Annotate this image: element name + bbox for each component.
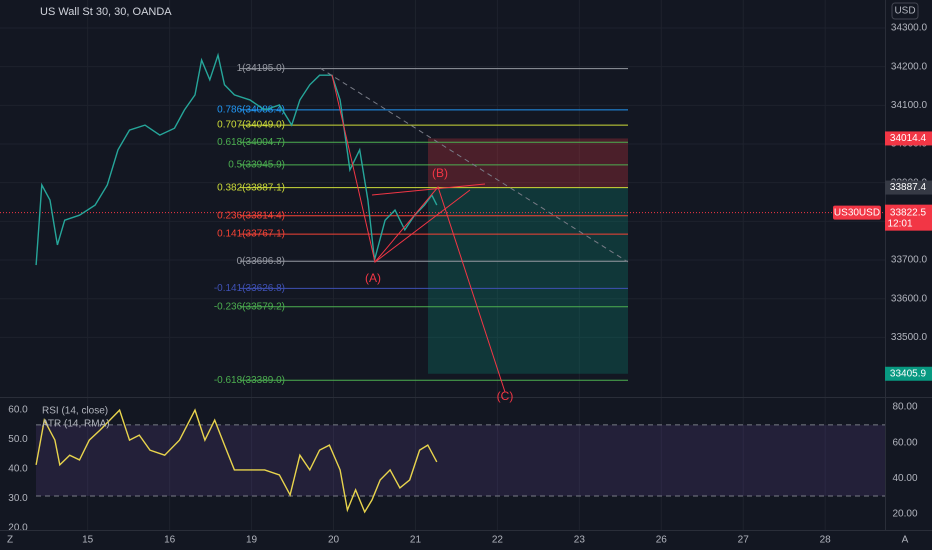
y2-tick-label: 40.00 (892, 473, 917, 484)
series-line (35, 408, 438, 514)
symbol-tag (833, 205, 881, 220)
footer-icon[interactable]: A (902, 535, 909, 546)
series-line (35, 52, 438, 266)
x-tick-label: 21 (410, 535, 422, 546)
last-price-tag (885, 204, 932, 231)
price-tag-label: 34014.4 (890, 133, 927, 144)
symbol-title: US Wall St 30, 30, OANDA (40, 6, 172, 18)
fib-label: 0.707(34049.0) (217, 120, 285, 131)
x-tick-label: 23 (574, 535, 586, 546)
y-tick-label: 34300.0 (891, 23, 928, 34)
x-tick-label: 28 (820, 535, 832, 546)
target-zone (428, 187, 628, 374)
rsi-band (36, 424, 885, 497)
y-tick-label: 50.0 (8, 434, 28, 445)
fib-label: 0.236(33814.4) (217, 210, 285, 221)
y-tick-label: 40.0 (8, 464, 28, 475)
y-tick-label: 33500.0 (891, 332, 928, 343)
fib-label: -0.618(33389.0) (214, 375, 285, 386)
y-tick-label: 30.0 (8, 493, 28, 504)
y-tick-label: 60.0 (8, 405, 28, 416)
symbol-tag-label: US30USD (834, 207, 880, 218)
x-tick-label: 22 (492, 535, 504, 546)
trend-line (319, 67, 629, 263)
fib-label: 0.786(34088.4) (217, 104, 285, 115)
x-tick-label: 16 (164, 535, 176, 546)
y2-tick-label: 80.00 (892, 402, 917, 413)
wave-path (331, 74, 506, 393)
fib-label: -0.141(33626.8) (214, 283, 285, 294)
indicator-label: RSI (14, close) (42, 406, 108, 417)
fib-label: 0(33696.8) (237, 256, 285, 267)
fib-label: 0.618(34004.7) (217, 137, 285, 148)
fib-label: 1(34195.0) (237, 63, 285, 74)
price-tag (885, 366, 932, 381)
currency: USD (894, 6, 915, 17)
fib-label: 0.5(33945.9) (228, 160, 285, 171)
x-tick-label: 19 (246, 535, 258, 546)
footer-icon[interactable]: Z (7, 535, 13, 546)
currency-box[interactable] (891, 2, 919, 20)
wave-label: (B) (432, 166, 448, 180)
y2-tick-label: 60.00 (892, 437, 917, 448)
fib-label: -0.236(33579.2) (214, 301, 285, 312)
y-tick-label: 34100.0 (891, 100, 928, 111)
y-tick-label: 33600.0 (891, 293, 928, 304)
last-price-label: 33822.5 (890, 207, 927, 218)
x-tick-label: 20 (328, 535, 340, 546)
countdown-label: 12:01 (887, 218, 912, 229)
triangle-line (374, 189, 471, 263)
fib-label: 0.141(33767.1) (217, 229, 285, 240)
y-tick-label: 34200.0 (891, 61, 928, 72)
price-tag-label: 33887.4 (890, 182, 927, 193)
y2-tick-label: 20.00 (892, 508, 917, 519)
wave-label: (C) (497, 389, 514, 403)
price-tag (885, 131, 932, 146)
triangle-line (371, 183, 486, 196)
price-tag-label: 33405.9 (890, 368, 927, 379)
x-tick-label: 15 (82, 535, 94, 546)
x-tick-label: 26 (656, 535, 668, 546)
indicator-label: ATR (14, RMA) (42, 419, 110, 430)
price-tag (885, 180, 932, 195)
stop-zone (428, 138, 628, 188)
y-tick-label: 33700.0 (891, 255, 928, 266)
wave-label: (A) (365, 271, 381, 285)
x-tick-label: 27 (738, 535, 750, 546)
fib-label: 0.382(33887.1) (217, 182, 285, 193)
y-tick-label: 20.0 (8, 523, 28, 534)
